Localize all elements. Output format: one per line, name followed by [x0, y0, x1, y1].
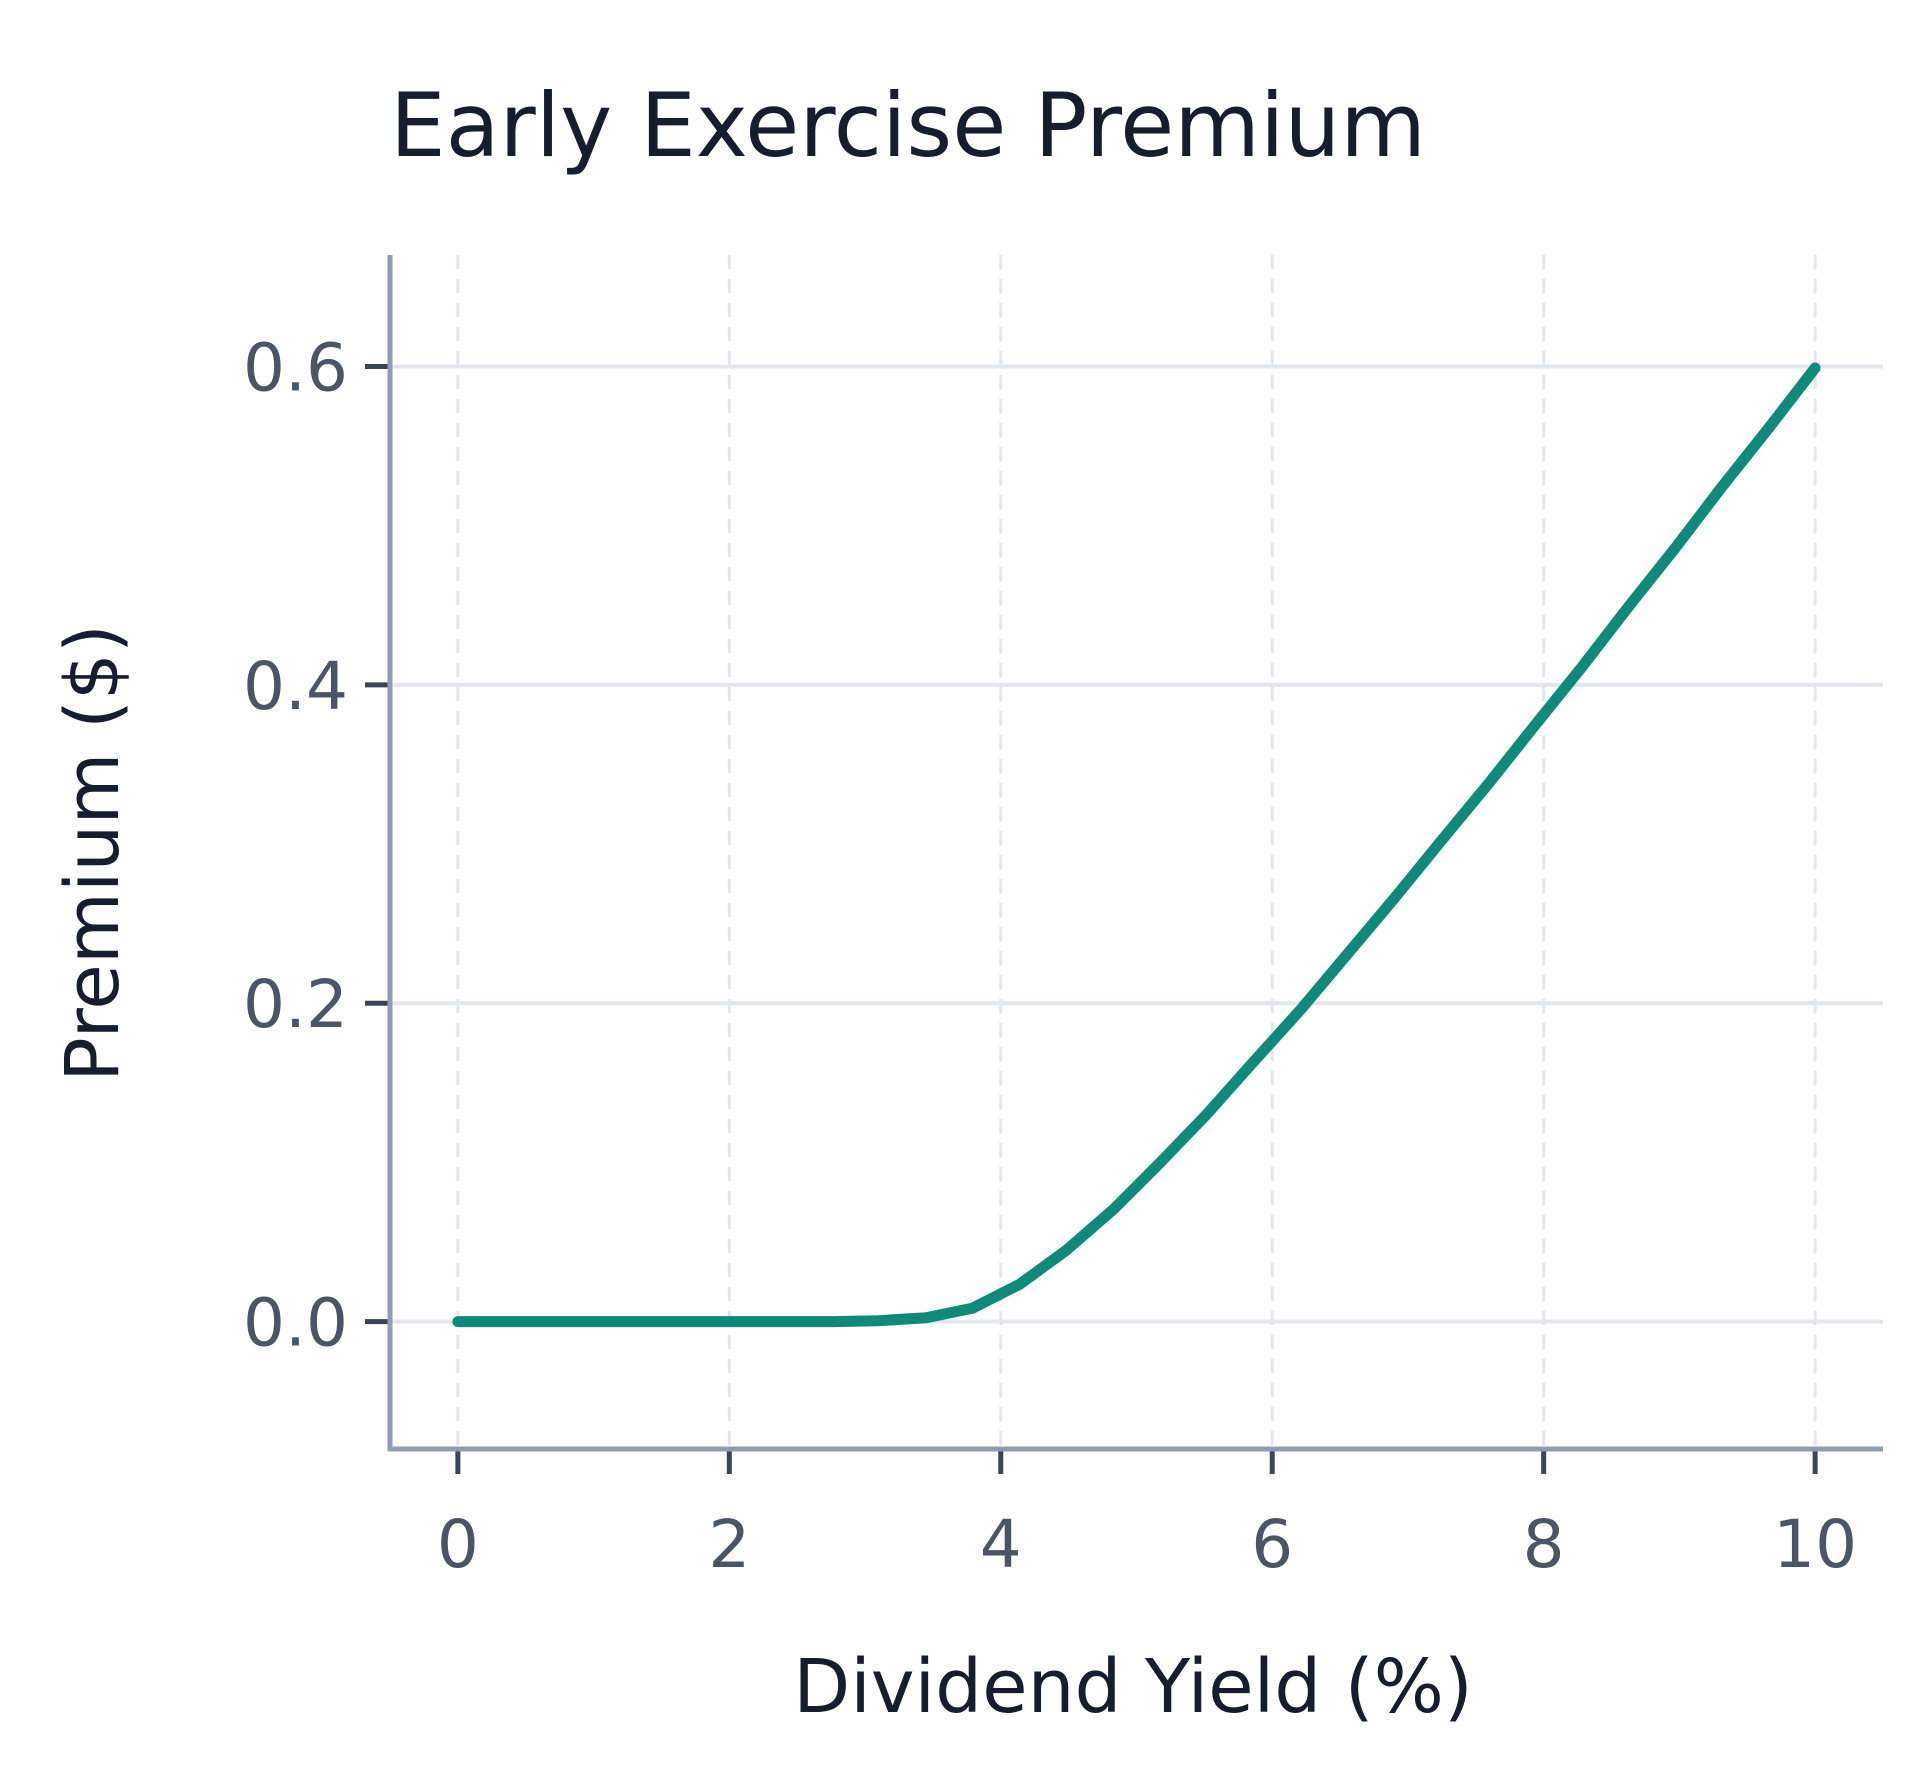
y-tick-label: 0.0 — [243, 1285, 348, 1362]
axes: 0.0 0.2 0.4 0.6 0 2 4 6 8 10 — [243, 255, 1883, 1583]
x-tick-label: 6 — [1251, 1506, 1293, 1583]
series-line — [452, 362, 1821, 1328]
x-tick-label: 8 — [1523, 1506, 1565, 1583]
x-tick-label: 2 — [708, 1506, 750, 1583]
x-tick-label: 4 — [980, 1506, 1022, 1583]
y-tick-label: 0.2 — [243, 966, 348, 1043]
chart-title: Early Exercise Premium — [390, 74, 1426, 177]
y-tick-label: 0.6 — [243, 329, 348, 406]
x-tick-label: 10 — [1773, 1506, 1857, 1583]
grid — [390, 255, 1883, 1449]
series-layer — [452, 362, 1821, 1328]
y-axis-label: Premium ($) — [50, 624, 136, 1082]
x-tick-label: 0 — [437, 1506, 479, 1583]
x-axis-label: Dividend Yield (%) — [793, 1644, 1473, 1730]
y-tick-label: 0.4 — [243, 648, 348, 725]
